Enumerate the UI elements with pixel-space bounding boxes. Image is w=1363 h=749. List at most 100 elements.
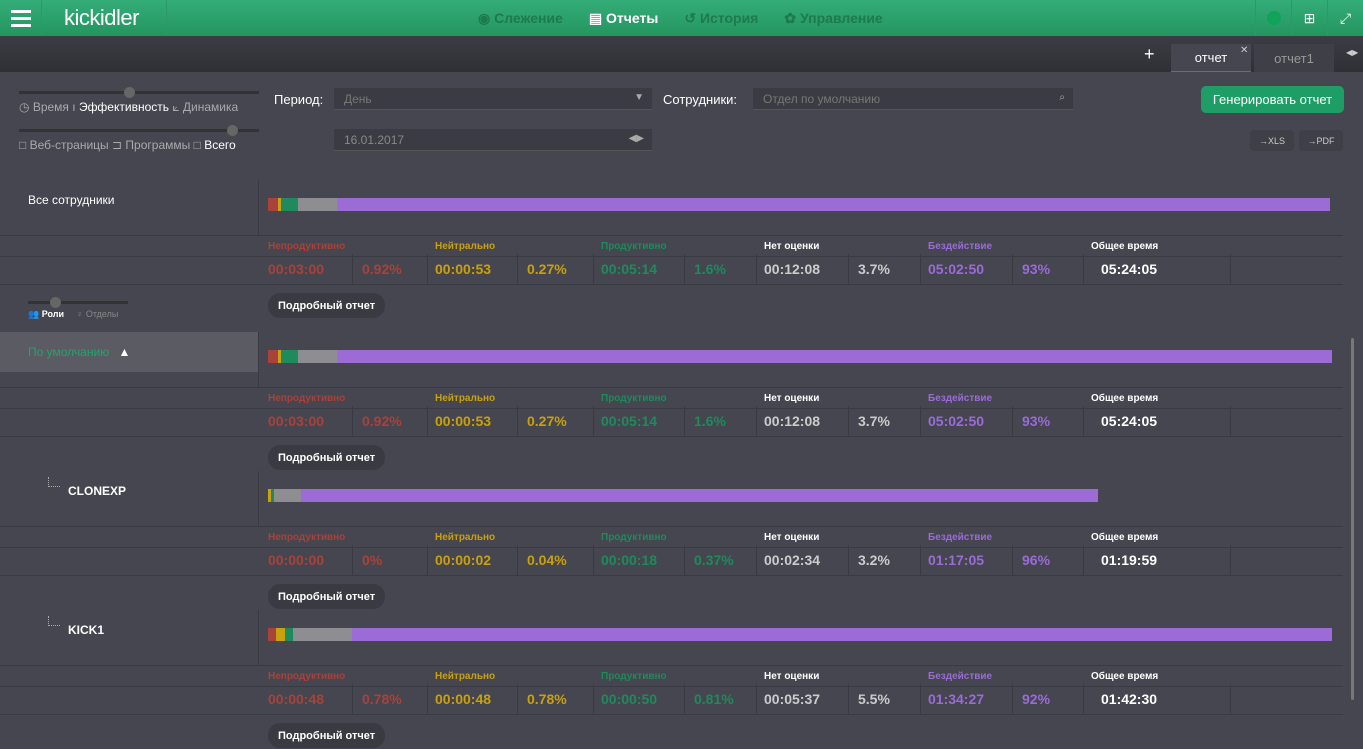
divider	[258, 610, 259, 665]
stat-percent-neutral: 0.27%	[527, 261, 567, 277]
stat-percent-neutral: 0.04%	[527, 552, 567, 568]
option-roles[interactable]: 👥 Роли	[28, 309, 65, 319]
new-folder-icon[interactable]: ⊞	[1291, 0, 1327, 36]
nav-label: Управление	[799, 9, 883, 26]
efficiency-bar	[268, 628, 1332, 641]
tab-report[interactable]: отчет	[1171, 44, 1251, 72]
stat-time-unproductive: 00:03:00	[268, 413, 325, 429]
stat-percent-unproductive: 0%	[362, 552, 383, 568]
bar-segment-neutral	[277, 198, 281, 211]
bar-segment-unproductive	[268, 628, 277, 641]
tab-report1[interactable]: отчет1	[1254, 44, 1334, 72]
detailed-report-button[interactable]: Подробный отчет	[268, 584, 386, 609]
option-efficiency[interactable]: ı Эффективность	[72, 100, 169, 114]
stat-label-unproductive: Непродуктивно	[268, 241, 346, 252]
employees-search-input[interactable]: Отдел по умолчанию ⌕	[753, 88, 1073, 110]
nav-label: История	[699, 9, 759, 26]
stat-label-unproductive: Непродуктивно	[268, 393, 346, 404]
stat-percent-unrated: 3.7%	[858, 413, 890, 429]
group-name[interactable]: По умолчанию ▲	[0, 332, 258, 372]
bar-segment-neutral	[276, 628, 285, 641]
group-name[interactable]: Все сотрудники	[0, 180, 258, 220]
stat-percent-unproductive: 0.78%	[362, 691, 402, 707]
generate-report-button[interactable]: Генерировать отчет	[1201, 86, 1344, 113]
stat-time-total: 01:19:59	[1101, 552, 1158, 568]
option-departments[interactable]: ♀ Отделы	[76, 309, 119, 319]
nav-label: Слежение	[494, 9, 563, 26]
grouping-slider[interactable]	[28, 297, 128, 308]
nav-reports[interactable]: ▤ Отчеты	[588, 9, 659, 26]
stat-label-idle: Бездействие	[928, 393, 993, 404]
option-time[interactable]: ◷ Время	[19, 100, 69, 114]
divider	[258, 471, 259, 526]
stat-label-unrated: Нет оценки	[764, 393, 820, 404]
status-indicator-icon	[1255, 0, 1291, 36]
tab-bar: + отчет ✕ отчет1 ◀▶	[0, 36, 1363, 72]
stat-time-unrated: 00:12:08	[764, 261, 821, 277]
employee-group: KICK1 Непродуктивно 00:00:48 0.78% Нейтральн…	[0, 610, 1343, 749]
stat-label-total: Общее время	[1091, 532, 1159, 543]
tab-scroll-arrows-icon[interactable]: ◀▶	[1346, 48, 1359, 57]
stat-time-total: 05:24:05	[1101, 413, 1158, 429]
export-xls-button[interactable]: →XLS	[1250, 130, 1294, 151]
stat-percent-unrated: 5.5%	[858, 691, 890, 707]
nav-management[interactable]: ✿ Управление	[784, 9, 883, 26]
stat-label-neutral: Нейтрально	[435, 532, 496, 543]
period-select[interactable]: День ▼	[334, 88, 652, 110]
option-dynamics[interactable]: ⟀ Динамика	[172, 100, 239, 114]
stat-label-idle: Бездействие	[928, 671, 993, 682]
group-name[interactable]: KICK1	[0, 610, 258, 650]
stat-percent-productive: 0.37%	[694, 552, 734, 568]
stat-time-idle: 05:02:50	[928, 261, 985, 277]
stat-time-total: 01:42:30	[1101, 691, 1158, 707]
view-mode-slider[interactable]	[19, 87, 259, 98]
stat-percent-productive: 0.81%	[694, 691, 734, 707]
stat-label-unrated: Нет оценки	[764, 241, 820, 252]
detailed-report-button[interactable]: Подробный отчет	[268, 723, 386, 748]
fullscreen-icon[interactable]: ⤢	[1327, 0, 1363, 36]
collapse-icon[interactable]: ▲	[118, 345, 131, 359]
group-name[interactable]: CLONEXP	[0, 471, 258, 511]
bar-segment-neutral	[277, 350, 281, 363]
option-programs[interactable]: ⊐ Программы	[112, 138, 191, 152]
view-mode-options: ◷ Время ı Эффективность ⟀ Динамика	[19, 100, 238, 115]
bar-segment-unrated	[293, 628, 352, 641]
stat-time-idle: 01:17:05	[928, 552, 985, 568]
stat-label-total: Общее время	[1091, 393, 1159, 404]
nav-label: Отчеты	[606, 9, 659, 26]
divider	[0, 436, 1343, 437]
employee-group: CLONEXP Непродуктивно 00:00:00 0% Нейтрально…	[0, 471, 1343, 610]
menu-icon[interactable]	[0, 0, 42, 36]
stat-label-unrated: Нет оценки	[764, 532, 820, 543]
nav-tracking[interactable]: ◉ Слежение	[478, 9, 563, 26]
close-tab-icon[interactable]: ✕	[1240, 45, 1249, 56]
stat-percent-unrated: 3.7%	[858, 261, 890, 277]
stat-time-unrated: 00:02:34	[764, 552, 821, 568]
stat-time-neutral: 00:00:53	[435, 261, 492, 277]
option-web[interactable]: □ Веб-страницы	[19, 138, 109, 152]
divider	[0, 256, 1343, 257]
tree-connector	[48, 616, 60, 626]
nav-history[interactable]: ↺ История	[684, 9, 759, 26]
tree-connector	[48, 477, 60, 487]
search-icon: ⌕	[1059, 92, 1065, 103]
bar-segment-productive	[271, 489, 275, 502]
stat-time-neutral: 00:00:48	[435, 691, 492, 707]
export-pdf-button[interactable]: →PDF	[1299, 130, 1343, 151]
bar-segment-unrated	[297, 350, 338, 363]
stat-label-total: Общее время	[1091, 671, 1159, 682]
detailed-report-button[interactable]: Подробный отчет	[268, 293, 386, 318]
source-slider[interactable]	[19, 125, 259, 136]
option-all[interactable]: □ Всего	[193, 138, 236, 152]
stat-label-unproductive: Непродуктивно	[268, 671, 346, 682]
date-arrows-icon[interactable]: ◀▶	[628, 133, 644, 144]
add-tab-button[interactable]: +	[1144, 44, 1155, 64]
divider	[258, 332, 259, 387]
date-field[interactable]: 16.01.2017 ◀▶	[334, 129, 652, 151]
detailed-report-button[interactable]: Подробный отчет	[268, 445, 386, 470]
stat-label-neutral: Нейтрально	[435, 241, 496, 252]
top-bar: kickidler ◉ Слежение ▤ Отчеты ↺ История …	[0, 0, 1363, 36]
stat-percent-productive: 1.6%	[694, 261, 726, 277]
scrollbar[interactable]	[1351, 338, 1354, 700]
divider	[166, 0, 167, 36]
